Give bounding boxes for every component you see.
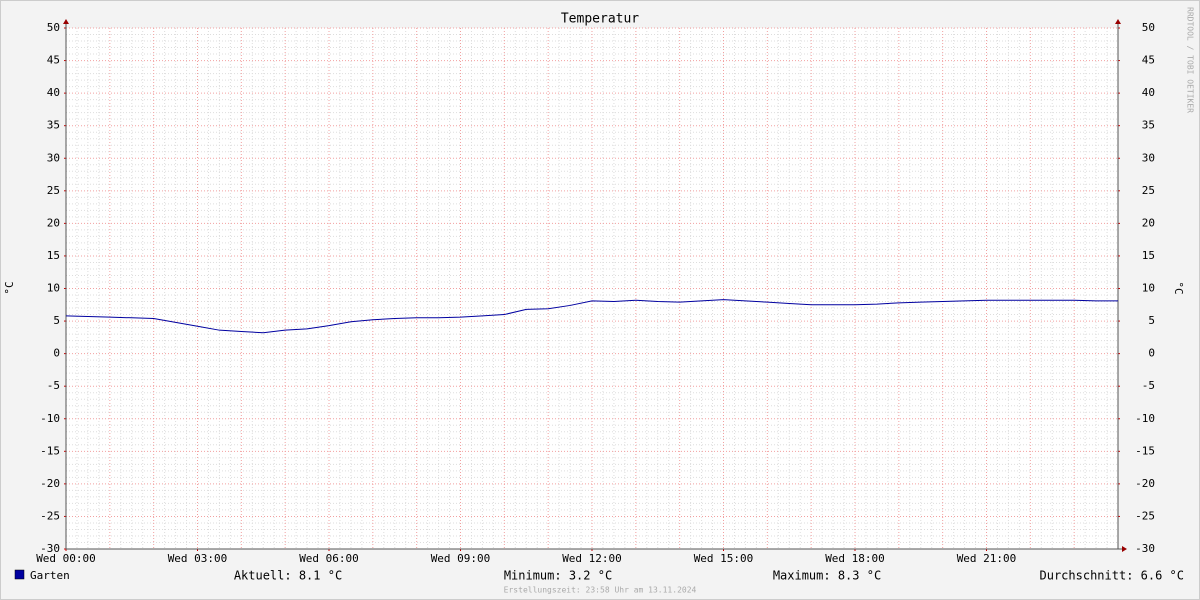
arrow <box>63 19 69 24</box>
y-tick-label: -20 <box>40 477 60 490</box>
y-tick-label: -5 <box>47 379 60 392</box>
x-tick-label: Wed 03:00 <box>168 552 228 565</box>
y-tick-label: 30 <box>47 151 60 164</box>
stat: Durchschnitt: 6.6 °C <box>1040 569 1185 583</box>
y2-tick-label: -25 <box>1135 509 1155 522</box>
y2-tick-label: 30 <box>1142 151 1155 164</box>
series-line <box>65 299 1118 334</box>
y2-tick-label: -30 <box>1135 542 1155 555</box>
watermark: RRDTOOL / TOBI OETIKER <box>1186 7 1195 113</box>
y2-tick-label: 10 <box>1142 282 1155 295</box>
arrow <box>1122 546 1127 552</box>
y2-tick-label: 50 <box>1142 21 1155 34</box>
x-tick-label: Wed 15:00 <box>694 552 754 565</box>
y-tick-label: 20 <box>47 216 60 229</box>
y-tick-label: 45 <box>47 54 60 67</box>
arrow <box>1115 19 1121 24</box>
y-tick-label: 15 <box>47 249 60 262</box>
y2-tick-label: 45 <box>1142 54 1155 67</box>
stat: Aktuell: 8.1 °C <box>234 569 342 583</box>
y-tick-label: -10 <box>40 412 60 425</box>
y-tick-label: 50 <box>47 21 60 34</box>
y2-tick-label: 35 <box>1142 119 1155 132</box>
y-tick-label: 5 <box>53 314 60 327</box>
stat: Minimum: 3.2 °C <box>504 569 612 583</box>
y2-tick-label: 20 <box>1142 216 1155 229</box>
y2-tick-label: 0 <box>1148 347 1155 360</box>
y-tick-label: 35 <box>47 119 60 132</box>
y-tick-label: -25 <box>40 509 60 522</box>
y2-tick-label: 5 <box>1148 314 1155 327</box>
x-tick-label: Wed 06:00 <box>299 552 359 565</box>
y-tick-label: -15 <box>40 444 60 457</box>
y2-tick-label: 40 <box>1142 86 1155 99</box>
y-tick-label: 0 <box>53 347 60 360</box>
footer: Erstellungszeit: 23:58 Uhr am 13.11.2024 <box>504 586 697 595</box>
x-tick-label: Wed 09:00 <box>431 552 491 565</box>
y-axis-label: °C <box>3 281 16 294</box>
y2-tick-label: 25 <box>1142 184 1155 197</box>
x-tick-label: Wed 21:00 <box>957 552 1017 565</box>
chart-title: Temperatur <box>561 12 639 27</box>
legend-swatch <box>14 569 25 580</box>
y-tick-label: 25 <box>47 184 60 197</box>
y-tick-label: -30 <box>40 542 60 555</box>
x-tick-label: Wed 00:00 <box>36 552 96 565</box>
y2-tick-label: -20 <box>1135 477 1155 490</box>
x-tick-label: Wed 12:00 <box>562 552 622 565</box>
x-tick-label: Wed 18:00 <box>825 552 885 565</box>
y2-tick-label: -5 <box>1142 379 1155 392</box>
y2-tick-label: 15 <box>1142 249 1155 262</box>
legend-label: Garten <box>30 569 70 582</box>
y-tick-label: 10 <box>47 282 60 295</box>
y-tick-label: 40 <box>47 86 60 99</box>
y2-tick-label: -10 <box>1135 412 1155 425</box>
y2-axis-label: °C <box>1172 281 1185 294</box>
y2-tick-label: -15 <box>1135 444 1155 457</box>
stat: Maximum: 8.3 °C <box>773 569 881 583</box>
